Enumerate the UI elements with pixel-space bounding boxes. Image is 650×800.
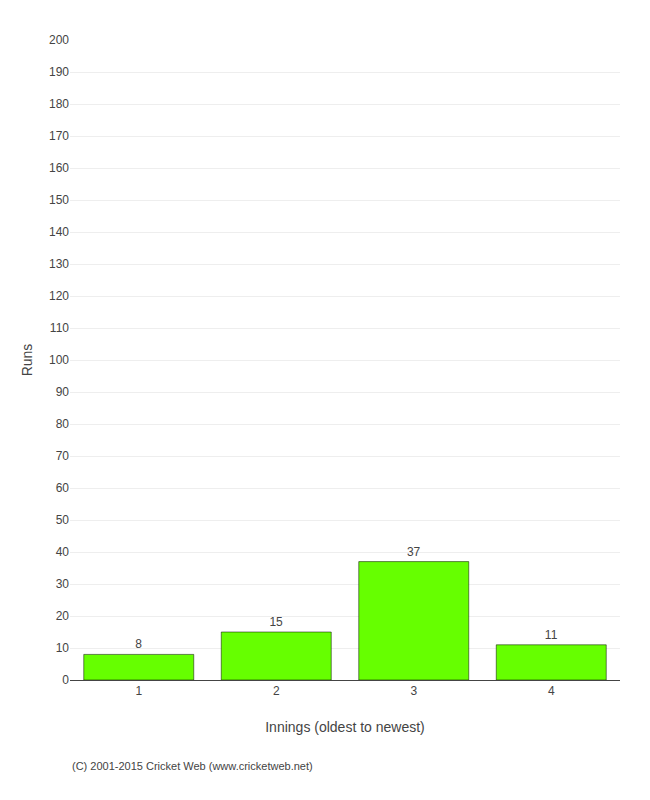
svg-text:40: 40 (56, 545, 70, 559)
svg-text:37: 37 (407, 545, 421, 559)
svg-text:20: 20 (56, 609, 70, 623)
svg-text:200: 200 (49, 33, 69, 47)
svg-text:90: 90 (56, 385, 70, 399)
svg-text:80: 80 (56, 417, 70, 431)
svg-text:11: 11 (545, 628, 558, 642)
svg-text:100: 100 (49, 353, 69, 367)
svg-text:120: 120 (49, 289, 69, 303)
svg-text:1: 1 (135, 684, 142, 698)
svg-text:140: 140 (49, 225, 69, 239)
svg-text:2: 2 (273, 684, 280, 698)
svg-text:10: 10 (56, 641, 70, 655)
svg-text:4: 4 (548, 684, 555, 698)
svg-text:50: 50 (56, 513, 70, 527)
svg-text:70: 70 (56, 449, 70, 463)
svg-text:0: 0 (62, 673, 69, 687)
svg-text:Runs: Runs (19, 344, 35, 377)
svg-text:30: 30 (56, 577, 70, 591)
svg-text:3: 3 (410, 684, 417, 698)
svg-text:180: 180 (49, 97, 69, 111)
svg-text:150: 150 (49, 193, 69, 207)
svg-text:(C) 2001-2015 Cricket Web (www: (C) 2001-2015 Cricket Web (www.cricketwe… (72, 760, 313, 772)
svg-text:130: 130 (49, 257, 69, 271)
svg-text:8: 8 (135, 637, 142, 651)
svg-text:170: 170 (49, 129, 69, 143)
svg-text:Innings (oldest to newest): Innings (oldest to newest) (265, 719, 425, 735)
svg-text:15: 15 (269, 615, 283, 629)
svg-text:160: 160 (49, 161, 69, 175)
svg-text:110: 110 (50, 321, 69, 335)
svg-text:190: 190 (49, 65, 69, 79)
svg-text:60: 60 (56, 481, 70, 495)
